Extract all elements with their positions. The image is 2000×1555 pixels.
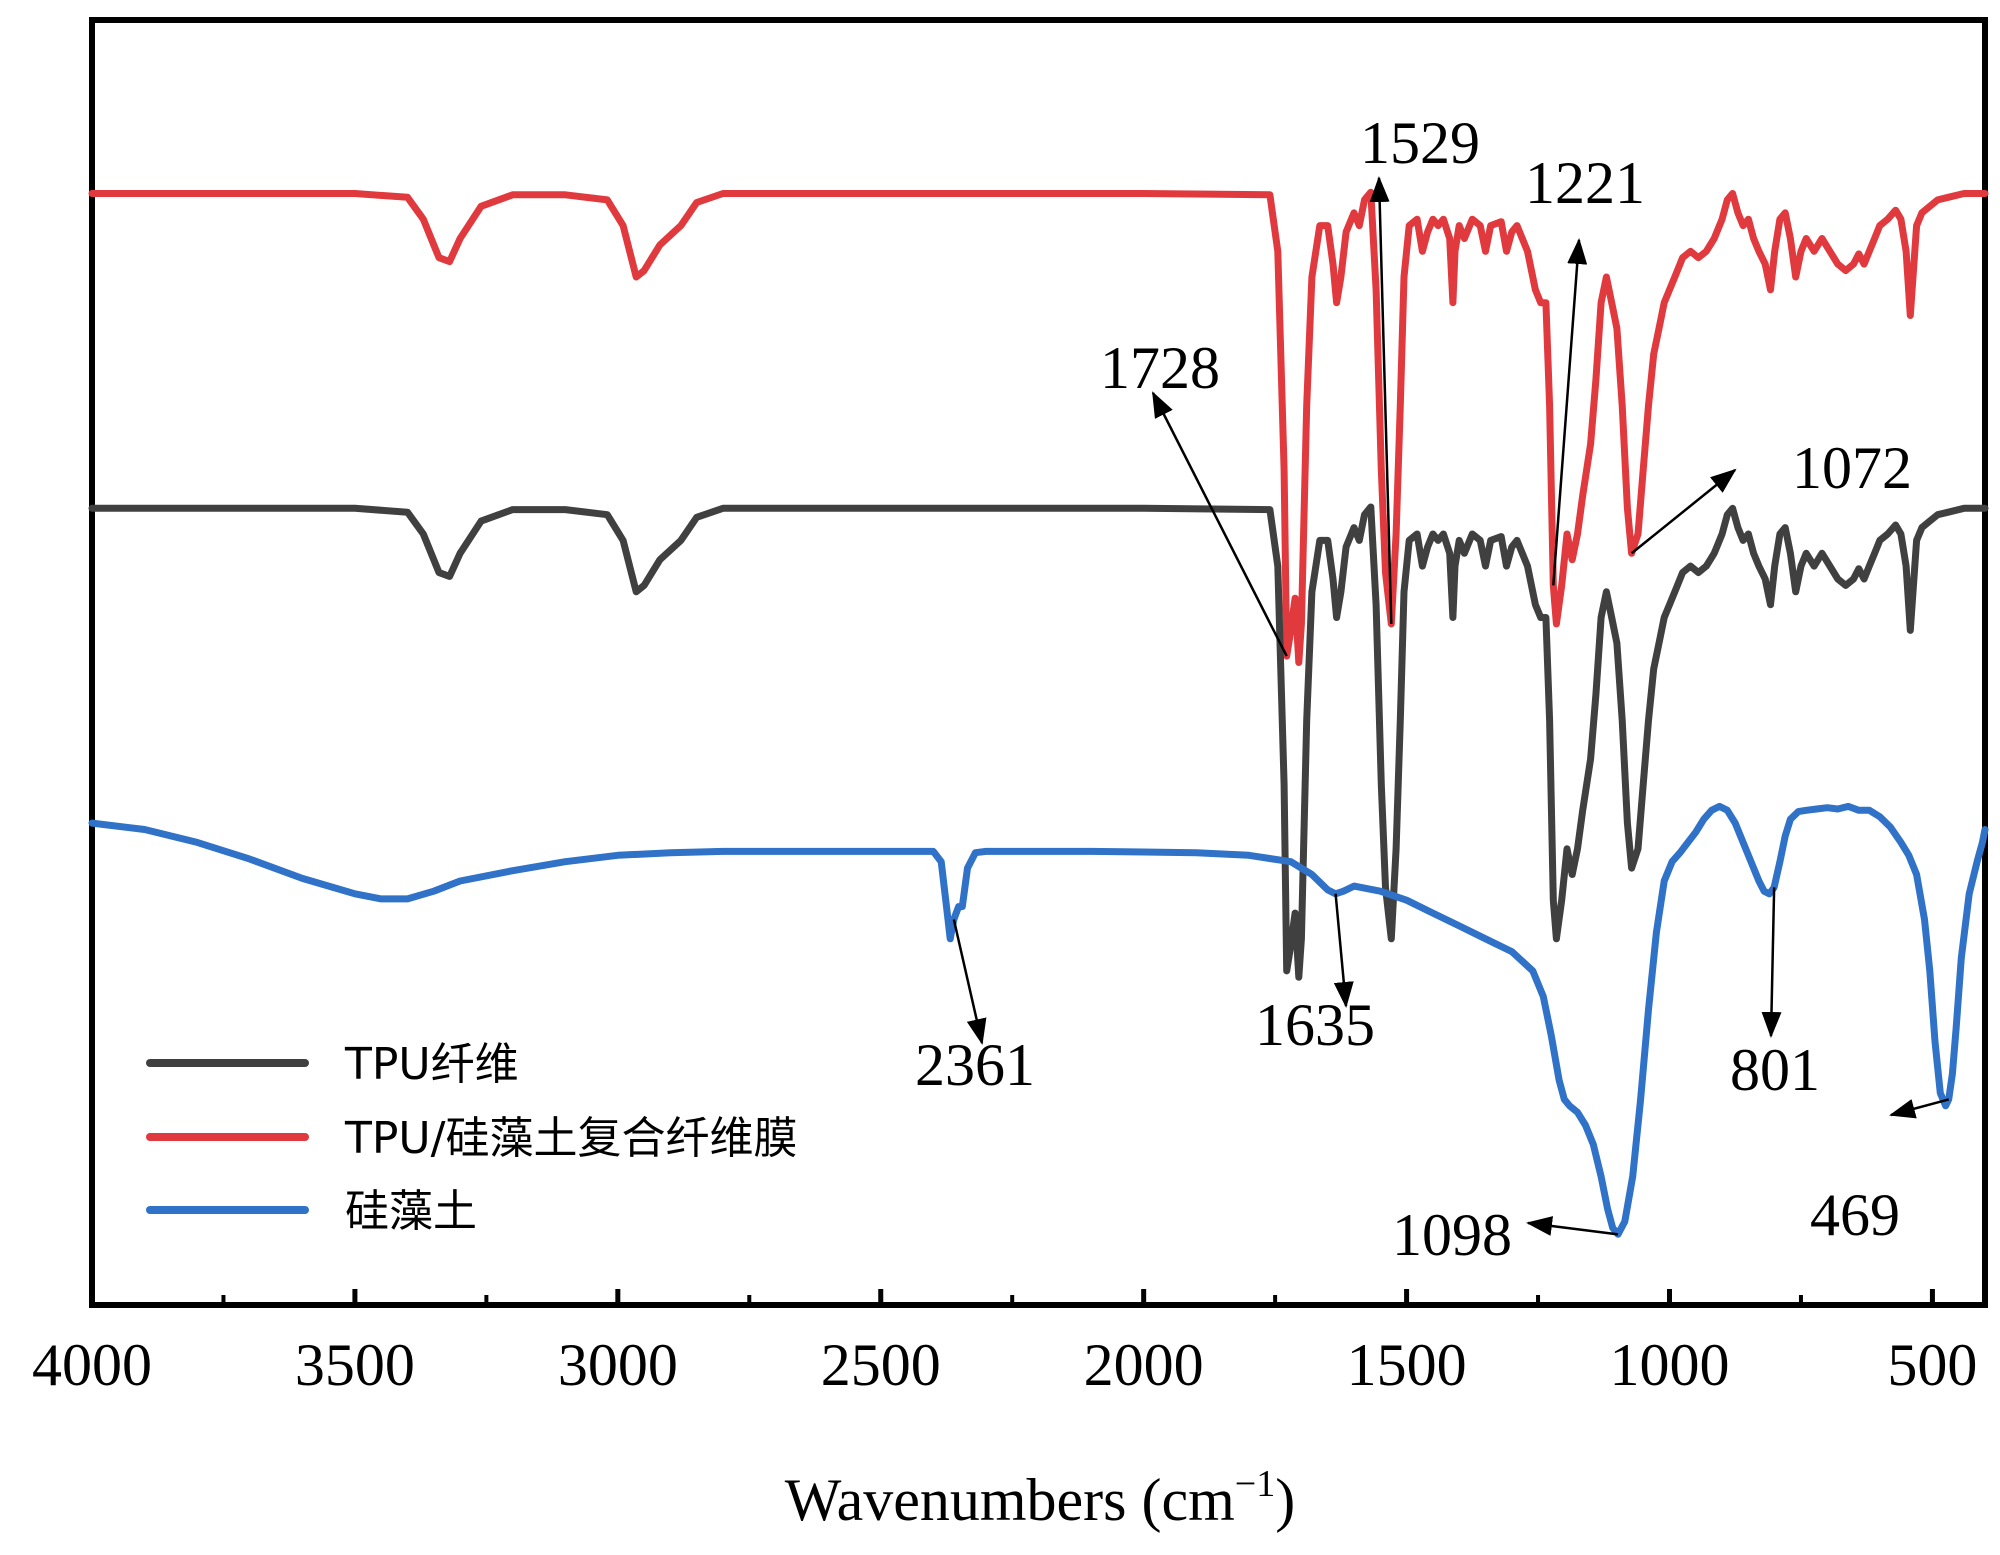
peak-label: 1072 (1792, 435, 1912, 501)
peak-annotation-801: 801 (1730, 887, 1820, 1103)
peak-arrow (1761, 887, 1782, 1038)
peak-label: 469 (1810, 1182, 1900, 1248)
peak-label: 1221 (1525, 150, 1645, 216)
x-tick-label: 1000 (1610, 1332, 1730, 1398)
x-axis-title-main: Wavenumbers (cm (785, 1467, 1235, 1533)
peak-annotation-1098: 1098 (1392, 1202, 1619, 1268)
peak-annotation-1728: 1728 (1100, 335, 1288, 657)
peak-annotation-1529: 1529 (1360, 110, 1480, 624)
peak-label: 1098 (1392, 1202, 1512, 1268)
peak-arrow (1151, 391, 1288, 657)
x-axis-ticks: 4000 3500 3000 2500 2000 1500 1000 500 (32, 1289, 1977, 1398)
legend-label-composite-membrane: TPU/硅藻土复合纤维膜 (344, 1113, 797, 1164)
legend-label-tpu-fiber: TPU纤维 (344, 1039, 519, 1090)
plot-frame (89, 17, 1988, 1308)
peak-label: 1728 (1100, 335, 1220, 401)
series-line-tpu-fiber (88, 503, 1989, 981)
peak-annotation-469: 469 (1810, 1098, 1950, 1248)
x-tick-label: 1500 (1347, 1332, 1467, 1398)
x-axis-title-superscript: −1 (1235, 1463, 1275, 1505)
peak-arrow (1526, 1216, 1619, 1236)
peak-arrow (1369, 176, 1393, 624)
peak-arrow (1333, 893, 1354, 1008)
series-line-composite-membrane (88, 188, 1989, 666)
peak-arrow (1630, 468, 1737, 555)
x-tick-label: 2000 (1084, 1332, 1204, 1398)
peak-label: 2361 (915, 1032, 1035, 1098)
annotation-layer: 1728 1529 1221 1072 2361 1635 801 1098 469 (915, 110, 1950, 1268)
x-tick-label: 2500 (821, 1332, 941, 1398)
x-axis-title-close: ) (1275, 1467, 1295, 1533)
peak-arrow (1889, 1098, 1950, 1119)
peak-annotation-1221: 1221 (1525, 150, 1645, 586)
legend: TPU纤维 TPU/硅藻土复合纤维膜 硅藻土 (146, 1039, 797, 1237)
x-axis-title: Wavenumbers (cm−1) (785, 1463, 1295, 1533)
x-tick-label: 3500 (295, 1332, 415, 1398)
peak-label: 801 (1730, 1037, 1820, 1103)
peak-arrow (1552, 238, 1588, 586)
peak-annotation-1635: 1635 (1255, 893, 1375, 1058)
peak-arrow (952, 919, 987, 1045)
peak-label: 1635 (1255, 992, 1375, 1058)
series-layer (88, 188, 1989, 1238)
legend-label-diatomite: 硅藻土 (345, 1186, 477, 1237)
peak-annotation-1072: 1072 (1630, 435, 1912, 555)
peak-annotation-2361: 2361 (915, 919, 1035, 1098)
x-tick-label: 3000 (558, 1332, 678, 1398)
x-tick-label: 500 (1887, 1332, 1977, 1398)
x-tick-label: 4000 (32, 1332, 152, 1398)
series-line-diatomite (88, 802, 1989, 1238)
peak-label: 1529 (1360, 110, 1480, 176)
